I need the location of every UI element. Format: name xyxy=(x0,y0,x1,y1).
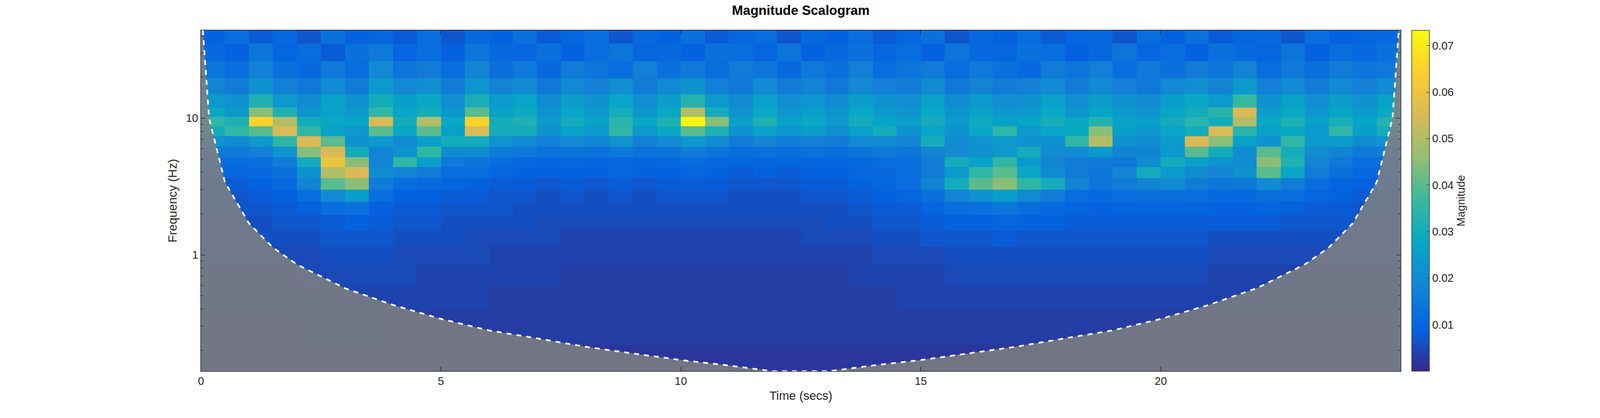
svg-text:0.04: 0.04 xyxy=(1432,179,1454,192)
svg-text:Magnitude: Magnitude xyxy=(1454,175,1467,227)
svg-text:10: 10 xyxy=(186,112,199,125)
svg-text:5: 5 xyxy=(437,375,444,388)
svg-text:1: 1 xyxy=(192,248,199,262)
svg-text:0.02: 0.02 xyxy=(1432,272,1454,285)
svg-text:15: 15 xyxy=(914,375,927,388)
svg-text:0.03: 0.03 xyxy=(1432,225,1454,238)
svg-text:Frequency (Hz): Frequency (Hz) xyxy=(165,159,180,243)
svg-text:0.06: 0.06 xyxy=(1432,86,1454,99)
svg-text:Time (secs): Time (secs) xyxy=(769,389,833,404)
svg-text:Magnitude Scalogram: Magnitude Scalogram xyxy=(732,2,870,18)
svg-text:0.07: 0.07 xyxy=(1432,39,1454,52)
svg-text:0.05: 0.05 xyxy=(1432,132,1454,145)
svg-text:0: 0 xyxy=(197,375,204,388)
svg-text:20: 20 xyxy=(1154,375,1167,388)
svg-text:10: 10 xyxy=(674,375,687,388)
svg-text:0.01: 0.01 xyxy=(1432,319,1454,332)
